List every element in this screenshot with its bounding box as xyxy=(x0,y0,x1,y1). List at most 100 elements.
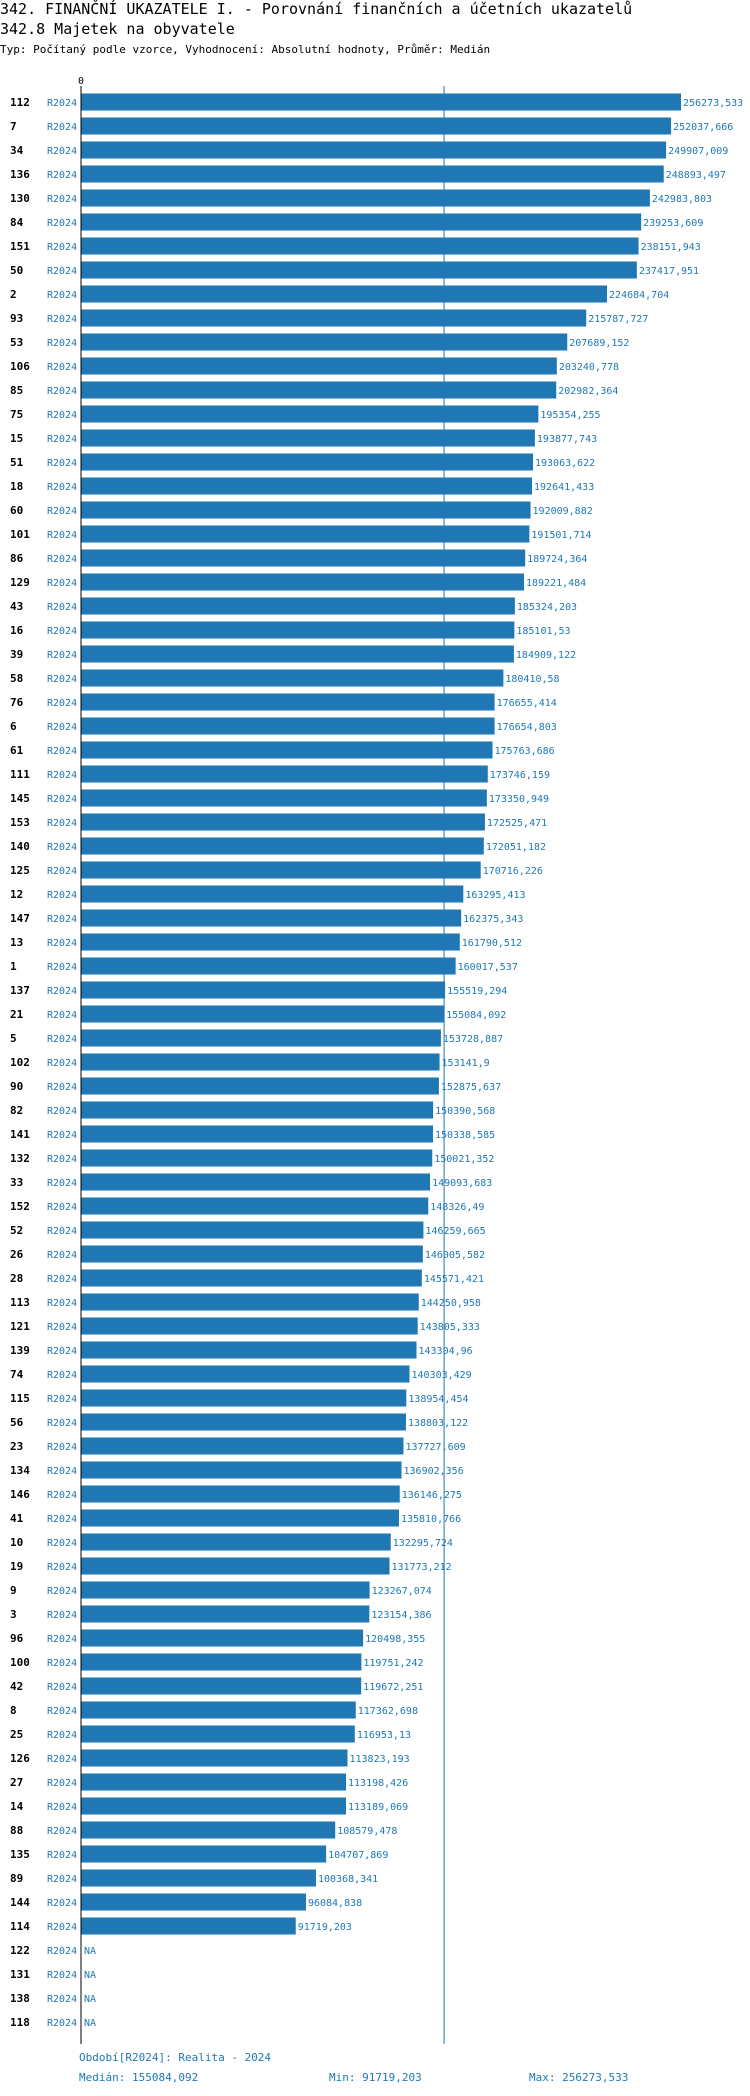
bar xyxy=(81,957,456,975)
value-label: 138803,122 xyxy=(408,1418,468,1429)
bar xyxy=(81,1437,404,1455)
category-label: 27 xyxy=(10,1776,23,1789)
value-label: 113823,193 xyxy=(349,1754,409,1765)
value-label: 131773,212 xyxy=(392,1562,452,1573)
period-label: R2024 xyxy=(47,1610,77,1621)
period-label: R2024 xyxy=(47,1226,77,1237)
period-label: R2024 xyxy=(47,1586,77,1597)
period-label: R2024 xyxy=(47,1034,77,1045)
value-label: 189221,484 xyxy=(526,578,586,589)
value-label: 176654,803 xyxy=(497,722,557,733)
category-label: 135 xyxy=(10,1848,30,1861)
bar xyxy=(81,1413,406,1431)
category-label: 93 xyxy=(10,312,23,325)
category-label: 112 xyxy=(10,96,30,109)
category-label: 19 xyxy=(10,1560,23,1573)
category-label: 10 xyxy=(10,1536,23,1549)
bar xyxy=(81,981,446,999)
bar xyxy=(81,837,484,855)
bar xyxy=(81,309,587,327)
category-label: 101 xyxy=(10,528,30,541)
period-label: R2024 xyxy=(47,170,77,181)
value-label: 91719,203 xyxy=(298,1922,352,1933)
bar xyxy=(81,693,495,711)
period-label: R2024 xyxy=(47,338,77,349)
period-label: R2024 xyxy=(47,1418,77,1429)
category-label: 39 xyxy=(10,648,23,661)
period-label: R2024 xyxy=(47,770,77,781)
category-label: 89 xyxy=(10,1872,23,1885)
bar xyxy=(81,381,557,399)
bar xyxy=(81,453,534,471)
footer-min: Min: 91719,203 xyxy=(329,2071,422,2084)
category-label: 126 xyxy=(10,1752,30,1765)
category-label: 132 xyxy=(10,1152,30,1165)
category-label: 138 xyxy=(10,1992,30,2005)
bar xyxy=(81,1797,347,1815)
value-label: 248893,497 xyxy=(666,170,726,181)
value-label: 173746,159 xyxy=(490,770,550,781)
value-label: 132295,724 xyxy=(393,1538,453,1549)
period-label: R2024 xyxy=(47,1658,77,1669)
period-label: R2024 xyxy=(47,1466,77,1477)
category-label: 18 xyxy=(10,480,23,493)
value-label: NA xyxy=(84,2018,96,2029)
type-description: Typ: Počítaný podle vzorce, Vyhodnocení:… xyxy=(0,43,491,56)
value-label: 252037,666 xyxy=(673,122,733,133)
period-label: R2024 xyxy=(47,986,77,997)
period-label: R2024 xyxy=(47,290,77,301)
period-label: R2024 xyxy=(47,1346,77,1357)
value-label: 160017,537 xyxy=(458,962,518,973)
bar xyxy=(81,549,526,567)
period-label: R2024 xyxy=(47,1706,77,1717)
category-label: 131 xyxy=(10,1968,30,1981)
bar xyxy=(81,621,515,639)
bar xyxy=(81,1629,364,1647)
bar xyxy=(81,357,557,375)
period-label: R2024 xyxy=(47,146,77,157)
bar xyxy=(81,165,664,183)
value-label: 203240,778 xyxy=(559,362,619,373)
period-label: R2024 xyxy=(47,458,77,469)
value-label: 172051,182 xyxy=(486,842,546,853)
category-label: 6 xyxy=(10,720,17,733)
category-label: 8 xyxy=(10,1704,17,1717)
period-label: R2024 xyxy=(47,314,77,325)
period-label: R2024 xyxy=(47,1130,77,1141)
period-label: R2024 xyxy=(47,1538,77,1549)
category-label: 82 xyxy=(10,1104,23,1117)
axis-zero-label: 0 xyxy=(78,76,84,87)
value-label: 104707,869 xyxy=(328,1850,388,1861)
period-label: R2024 xyxy=(47,554,77,565)
value-label: 185324,203 xyxy=(517,602,577,613)
value-label: 173350,949 xyxy=(489,794,549,805)
category-label: 88 xyxy=(10,1824,23,1837)
value-label: NA xyxy=(84,1994,96,2005)
bar xyxy=(81,1461,402,1479)
category-label: 34 xyxy=(10,144,24,157)
value-label: 192009,882 xyxy=(533,506,593,517)
category-label: 90 xyxy=(10,1080,23,1093)
category-label: 106 xyxy=(10,360,30,373)
value-label: 138954,454 xyxy=(408,1394,468,1405)
value-label: 207689,152 xyxy=(569,338,629,349)
period-label: R2024 xyxy=(47,866,77,877)
bar xyxy=(81,1077,439,1095)
value-label: 119672,251 xyxy=(363,1682,423,1693)
category-label: 7 xyxy=(10,120,17,133)
value-label: 135810,766 xyxy=(401,1514,461,1525)
period-label: R2024 xyxy=(47,1490,77,1501)
value-label: 116953,13 xyxy=(357,1730,411,1741)
period-label: R2024 xyxy=(47,2018,77,2029)
value-label: 150390,568 xyxy=(435,1106,495,1117)
period-label: R2024 xyxy=(47,1274,77,1285)
period-label: R2024 xyxy=(47,1730,77,1741)
period-label: R2024 xyxy=(47,1178,77,1189)
value-label: 143805,333 xyxy=(420,1322,480,1333)
bar xyxy=(81,933,460,951)
value-label: 238151,943 xyxy=(641,242,701,253)
category-label: 42 xyxy=(10,1680,23,1693)
bar xyxy=(81,597,515,615)
footer-max: Max: 256273,533 xyxy=(529,2071,629,2084)
bar xyxy=(81,909,462,927)
